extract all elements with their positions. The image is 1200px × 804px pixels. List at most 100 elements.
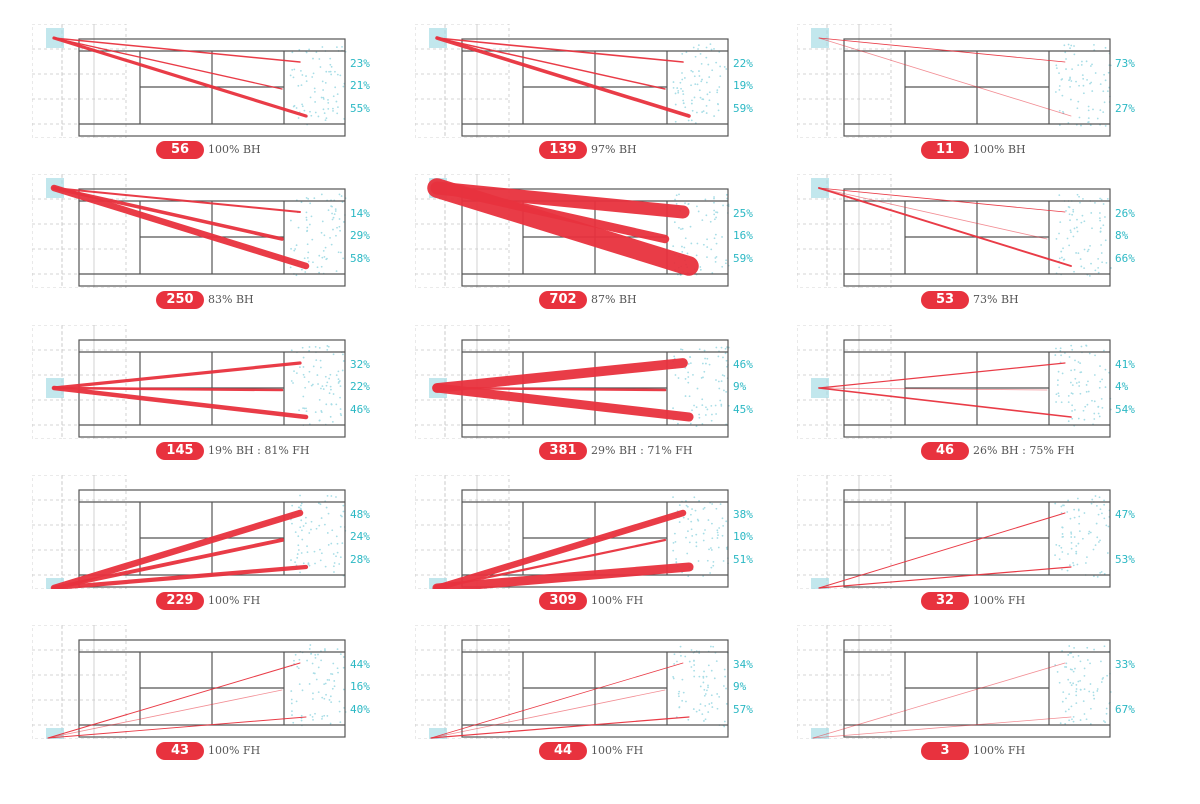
- origin-zone: [811, 578, 829, 589]
- shot-percentage-label: 16%: [350, 680, 370, 693]
- court-diagram: 46% 9% 45%: [415, 325, 753, 439]
- stroke-share-label: 97% BH: [591, 143, 637, 156]
- shot-percentage-label: 38%: [733, 508, 753, 521]
- shot-percentage-label: 41%: [1115, 358, 1135, 371]
- shot-line: [430, 716, 690, 739]
- shot-line: [818, 187, 1066, 213]
- shot-line: [52, 538, 284, 589]
- court-diagram: 41% 4% 54%: [797, 325, 1135, 439]
- court-panel: 48% 24% 28% 229 100% FH: [32, 475, 412, 627]
- shot-line: [818, 362, 1066, 389]
- court-diagram: 34% 9% 57%: [415, 625, 753, 739]
- shot-percentage-label: 9%: [733, 380, 747, 393]
- court-diagram: 44% 16% 40%: [32, 625, 370, 739]
- shot-percentage-label: 44%: [350, 658, 370, 671]
- court-panel: 41% 4% 54% 46 26% BH : 75% FH: [797, 325, 1177, 477]
- shot-line: [818, 187, 1072, 267]
- stroke-share-label: 100% BH: [208, 143, 261, 156]
- stroke-share-label: 100% FH: [973, 594, 1026, 607]
- shot-line: [53, 37, 301, 63]
- stroke-share-label: 83% BH: [208, 293, 254, 306]
- shot-line: [52, 361, 302, 390]
- shot-count-badge: 46: [921, 442, 969, 460]
- shot-percentage-label: 23%: [350, 57, 370, 70]
- court-panel: 38% 10% 51% 309 100% FH: [415, 475, 795, 627]
- shot-percentage-label: 27%: [1115, 102, 1135, 115]
- shot-percentage-label: 24%: [350, 530, 370, 543]
- shot-percentage-label: 29%: [350, 229, 370, 242]
- shot-percentage-label: 48%: [350, 508, 370, 521]
- shot-percentage-label: 9%: [733, 680, 747, 693]
- shot-count-badge: 32: [921, 592, 969, 610]
- court-panel: 73% 27% 11 100% BH: [797, 24, 1177, 176]
- court-diagram: 47% 53%: [797, 475, 1135, 589]
- shot-percentage-label: 66%: [1115, 252, 1135, 265]
- court-diagram: 33% 67%: [797, 625, 1135, 739]
- shot-percentage-label: 28%: [350, 553, 370, 566]
- stroke-share-label: 73% BH: [973, 293, 1019, 306]
- stroke-share-label: 100% FH: [208, 744, 261, 757]
- shot-line: [812, 662, 1066, 739]
- shot-line: [432, 358, 688, 393]
- shot-line: [47, 716, 307, 739]
- stroke-share-label: 87% BH: [591, 293, 637, 306]
- court-lines: [843, 639, 1111, 738]
- shot-line: [47, 662, 301, 739]
- shot-count-badge: 139: [539, 141, 587, 159]
- court-panel: 47% 53% 32 100% FH: [797, 475, 1177, 627]
- shot-count-badge: 53: [921, 291, 969, 309]
- court-lines: [843, 489, 1111, 588]
- shot-line: [430, 662, 684, 739]
- landing-dots: [1054, 645, 1112, 725]
- shot-line: [432, 383, 694, 422]
- shot-percentage-label: 73%: [1115, 57, 1135, 70]
- shot-percentage-label: 67%: [1115, 703, 1135, 716]
- shot-line: [818, 512, 1066, 589]
- shot-percentage-label: 8%: [1115, 229, 1129, 242]
- shot-line: [436, 37, 684, 63]
- landing-dots: [1054, 344, 1112, 427]
- shot-line: [427, 178, 699, 276]
- stroke-share-label: 100% FH: [591, 744, 644, 757]
- court-lines: [78, 188, 346, 287]
- shot-line: [47, 689, 283, 739]
- court-panel: 32% 22% 46% 145 19% BH : 81% FH: [32, 325, 412, 477]
- shot-percentage-label: 53%: [1115, 553, 1135, 566]
- origin-zone: [429, 728, 447, 739]
- shot-line: [51, 385, 309, 420]
- shot-percentage-label: 32%: [350, 358, 370, 371]
- court-diagram: 14% 29% 58%: [32, 174, 370, 288]
- shot-count-badge: 56: [156, 141, 204, 159]
- shot-count-badge: 229: [156, 592, 204, 610]
- shot-count-badge: 145: [156, 442, 204, 460]
- court-panel: 44% 16% 40% 43 100% FH: [32, 625, 412, 777]
- stroke-share-label: 26% BH : 75% FH: [973, 444, 1075, 457]
- court-panel: 26% 8% 66% 53 73% BH: [797, 174, 1177, 326]
- court-panel: 14% 29% 58% 250 83% BH: [32, 174, 412, 326]
- shot-line: [435, 36, 691, 118]
- court-diagram: 32% 22% 46%: [32, 325, 370, 439]
- landing-dots: [290, 345, 345, 426]
- shot-count-badge: 381: [539, 442, 587, 460]
- shot-percentage-label: 55%: [350, 102, 370, 115]
- shot-percentage-label: 40%: [350, 703, 370, 716]
- shot-percentage-label: 33%: [1115, 658, 1135, 671]
- shot-count-badge: 309: [539, 592, 587, 610]
- origin-zone: [46, 728, 64, 739]
- shot-percentage-label: 46%: [733, 358, 753, 371]
- stroke-share-label: 19% BH : 81% FH: [208, 444, 310, 457]
- shot-percentage-label: 14%: [350, 207, 370, 220]
- shot-line: [818, 37, 1072, 117]
- shot-count-badge: 11: [921, 141, 969, 159]
- shot-line: [430, 689, 666, 739]
- shot-line: [436, 37, 666, 90]
- shot-line: [52, 386, 284, 392]
- shot-line: [818, 566, 1072, 589]
- court-panel: 22% 19% 59% 139 97% BH: [415, 24, 795, 176]
- shot-line: [818, 387, 1072, 418]
- origin-zone: [46, 578, 64, 589]
- shot-percentage-label: 19%: [733, 79, 753, 92]
- shot-line: [812, 716, 1072, 739]
- court-panel: 46% 9% 45% 381 29% BH : 71% FH: [415, 325, 795, 477]
- court-diagram: 22% 19% 59%: [415, 24, 753, 138]
